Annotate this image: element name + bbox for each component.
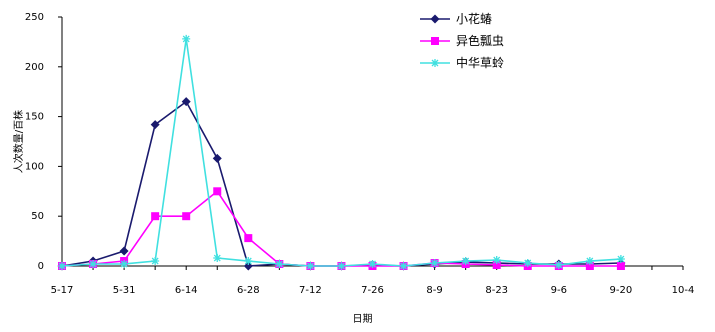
data-point <box>337 262 346 270</box>
data-point <box>182 34 191 43</box>
data-point <box>554 261 563 270</box>
x-tick-label: 8-9 <box>426 285 442 296</box>
series-lines <box>57 34 626 271</box>
x-tick-label: 5-31 <box>113 285 136 296</box>
y-axis: 0 50 100 150 200 250 <box>25 12 63 272</box>
y-tick-label: 0 <box>38 261 44 272</box>
data-point <box>368 260 377 269</box>
y-axis-title: 人次数量/百株 <box>12 110 25 173</box>
series-line <box>61 38 621 267</box>
series-line <box>61 100 621 267</box>
data-point <box>120 260 129 269</box>
data-point <box>616 255 625 264</box>
data-point <box>244 257 253 266</box>
x-tick-label: 6-14 <box>175 285 198 296</box>
legend-marker <box>431 59 439 67</box>
data-point <box>399 262 408 270</box>
x-axis-title: 日期 <box>353 313 373 325</box>
data-point <box>585 257 594 266</box>
x-tick-label: 9-6 <box>551 285 567 296</box>
data-point <box>275 260 284 269</box>
data-point <box>523 259 532 268</box>
legend-marker <box>430 14 440 24</box>
data-point <box>89 260 98 269</box>
data-point <box>616 262 625 270</box>
series-square <box>58 187 625 270</box>
x-axis: 5-17 5-31 6-14 6-28 7-12 7-26 8-9 8-23 9-6 9-20 10… <box>51 265 695 296</box>
y-tick-label: 100 <box>25 161 44 172</box>
series-diamond <box>57 97 626 271</box>
x-tick-label: 10-4 <box>672 285 695 296</box>
data-point <box>492 256 501 265</box>
x-tick-label: 7-26 <box>361 285 384 296</box>
y-tick-label: 200 <box>25 62 44 73</box>
x-tick-label: 5-17 <box>51 285 74 296</box>
legend-label: 异色瓢虫 <box>456 34 504 48</box>
series-star <box>58 34 625 270</box>
data-point <box>181 97 191 107</box>
x-tick-label: 9-20 <box>610 285 633 296</box>
series-line <box>61 190 621 267</box>
data-point <box>182 212 191 221</box>
data-point <box>213 254 222 263</box>
legend-label: 中华草蛉 <box>456 55 504 70</box>
data-point <box>306 262 315 270</box>
data-point <box>212 153 222 163</box>
data-point <box>150 120 160 130</box>
legend-label: 小花蝽 <box>456 11 492 26</box>
x-tick-label: 7-12 <box>299 285 322 296</box>
x-tick-label: 8-23 <box>485 285 508 296</box>
data-point <box>461 257 470 266</box>
y-tick-label: 50 <box>31 211 44 222</box>
data-point <box>585 262 594 270</box>
data-point <box>119 246 129 256</box>
x-tick-label: 6-28 <box>237 285 260 296</box>
data-point <box>244 234 253 243</box>
data-point <box>492 261 501 270</box>
data-point <box>58 262 66 270</box>
data-point <box>151 212 160 221</box>
legend-marker <box>431 37 439 45</box>
data-point <box>151 257 160 266</box>
y-tick-label: 250 <box>25 12 44 23</box>
data-point <box>430 259 439 268</box>
data-point <box>213 187 222 196</box>
y-tick-label: 150 <box>25 112 44 123</box>
